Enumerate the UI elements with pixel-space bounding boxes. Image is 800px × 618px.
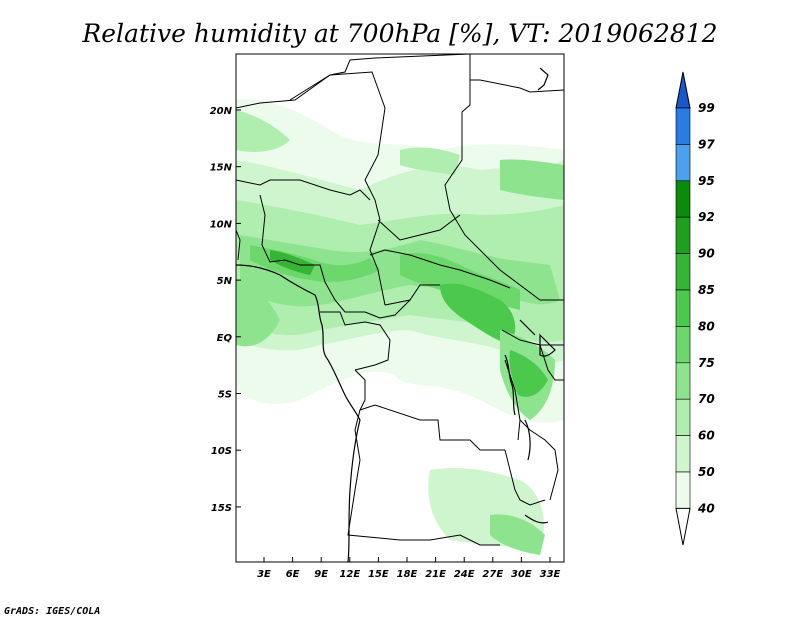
colorbar-label: 80	[698, 319, 715, 333]
lon-label: 24E	[454, 569, 475, 580]
lat-label: 10N	[210, 219, 233, 230]
colorbar-label: 60	[698, 429, 715, 443]
colorbar-swatch	[675, 253, 691, 291]
lat-label: 10S	[211, 446, 232, 457]
map-frame	[235, 53, 565, 563]
lon-label: 18E	[397, 569, 418, 580]
colorbar-swatch	[675, 107, 691, 145]
colorbar-swatch	[675, 180, 691, 218]
grads-credit: GrADS: IGES/COLA	[4, 606, 100, 617]
longitude-axis: 3E 6E 9E 12E 15E 18E 21E 24E 27E 30E 33E	[257, 557, 561, 580]
colorbar-label: 97	[698, 137, 715, 151]
colorbar-label: 92	[698, 210, 715, 224]
lon-label: 3E	[257, 569, 271, 580]
colorbar-label: 85	[698, 283, 715, 297]
colorbar-label: 95	[698, 174, 715, 188]
colorbar-swatch	[675, 216, 691, 254]
lat-label: 5N	[217, 276, 233, 287]
lon-label: 21E	[425, 569, 446, 580]
colorbar-label: 50	[698, 465, 715, 479]
lat-label: 15N	[210, 163, 233, 174]
country-borders	[236, 54, 564, 546]
colorbar-swatch	[675, 144, 691, 182]
lon-label: 33E	[540, 569, 561, 580]
lon-label: 9E	[314, 569, 328, 580]
lon-label: 15E	[368, 569, 389, 580]
lon-label: 30E	[511, 569, 532, 580]
colorbar-swatch	[675, 289, 691, 327]
colorbar: 99 97 95 92 90 85 80 75 70 60 50 40	[675, 71, 715, 546]
latitude-axis: 20N 15N 10N 5N EQ 5S 10S 15S	[210, 106, 241, 514]
colorbar-swatch	[675, 398, 691, 436]
colorbar-label: 99	[698, 101, 715, 115]
colorbar-label: 70	[698, 392, 715, 406]
map-panel: 20N 15N 10N 5N EQ 5S 10S 15S 3E 6E 9E 12E 15E 18E 21E…	[210, 53, 565, 580]
lon-label: 12E	[339, 569, 360, 580]
lon-label: 6E	[286, 569, 300, 580]
colorbar-bottom-arrow	[675, 507, 691, 546]
coastline	[236, 67, 556, 562]
lat-label: EQ	[217, 333, 233, 344]
colorbar-swatch	[675, 435, 691, 473]
colorbar-label: 90	[698, 247, 715, 261]
colorbar-label: 40	[697, 501, 715, 515]
humidity-field	[236, 99, 564, 555]
lon-label: 27E	[482, 569, 503, 580]
colorbar-swatch	[675, 471, 691, 509]
lat-label: 15S	[211, 503, 232, 514]
colorbar-top-arrow	[675, 71, 691, 109]
colorbar-label: 75	[698, 356, 715, 370]
map-title: Relative humidity at 700hPa [%], VT: 201…	[81, 19, 717, 48]
colorbar-swatch	[675, 362, 691, 400]
colorbar-swatch	[675, 326, 691, 364]
lat-label: 5S	[218, 390, 232, 401]
lat-label: 20N	[210, 106, 233, 117]
